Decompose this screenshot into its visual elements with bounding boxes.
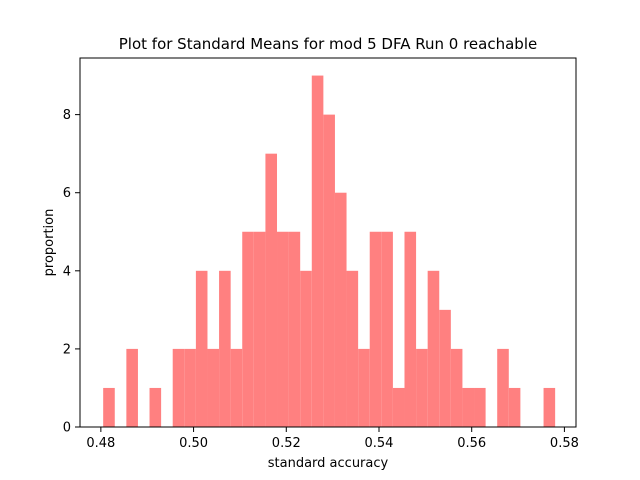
histogram-bar [416,348,428,427]
histogram-bar [300,270,312,427]
y-tick-label: 0 [63,421,71,436]
x-axis-ticks: 0.48 0.50 0.52 0.54 0.56 0.58 [86,427,579,451]
histogram-bar [103,387,115,427]
histogram-bar [277,231,289,427]
histogram-bar [346,270,359,427]
histogram-bar [311,75,324,427]
histogram-bar [265,153,278,428]
x-tick-label: 0.56 [457,436,486,451]
plot-frame [79,57,577,428]
y-tick-label: 6 [63,186,71,201]
histogram-bar [392,387,405,427]
histogram-bar [427,270,440,427]
y-tick-label: 8 [63,108,71,123]
y-tick-label: 4 [63,264,71,279]
y-axis-label: proportion [42,209,57,277]
x-tick-label: 0.48 [86,436,115,451]
histogram-bar [184,348,196,427]
histogram-bar [369,231,382,427]
histogram-bar [230,348,243,427]
histogram-bar [450,348,463,427]
x-tick-label: 0.58 [550,436,579,451]
histogram-bar [543,387,556,427]
x-tick-label: 0.50 [179,436,208,451]
histogram-bar [126,348,138,427]
histogram-bar [242,231,254,427]
chart-title: Plot for Standard Means for mod 5 DFA Ru… [119,35,537,53]
histogram-bar [219,270,231,427]
histogram-bar [358,348,370,427]
histogram-bar [439,309,451,427]
histogram-bar [497,348,509,427]
histogram-bar [253,231,266,427]
histogram-bar [172,348,185,427]
x-tick-label: 0.52 [272,436,301,451]
bars-group [103,75,556,428]
histogram-bar [195,270,208,427]
histogram-bar [323,114,335,428]
histogram-bar [149,387,162,427]
histogram-bar [474,387,486,427]
y-tick-label: 2 [63,342,71,357]
histogram-bar [334,192,347,427]
histogram-bar [381,231,393,427]
x-tick-label: 0.54 [365,436,394,451]
x-axis-label: standard accuracy [268,456,389,471]
y-axis-ticks: 0 2 4 6 8 [63,108,80,436]
histogram-bar [207,348,220,427]
histogram-bar [288,231,301,427]
histogram-bar [404,231,417,427]
histogram-bar [508,387,521,427]
histogram-bar [462,387,475,427]
